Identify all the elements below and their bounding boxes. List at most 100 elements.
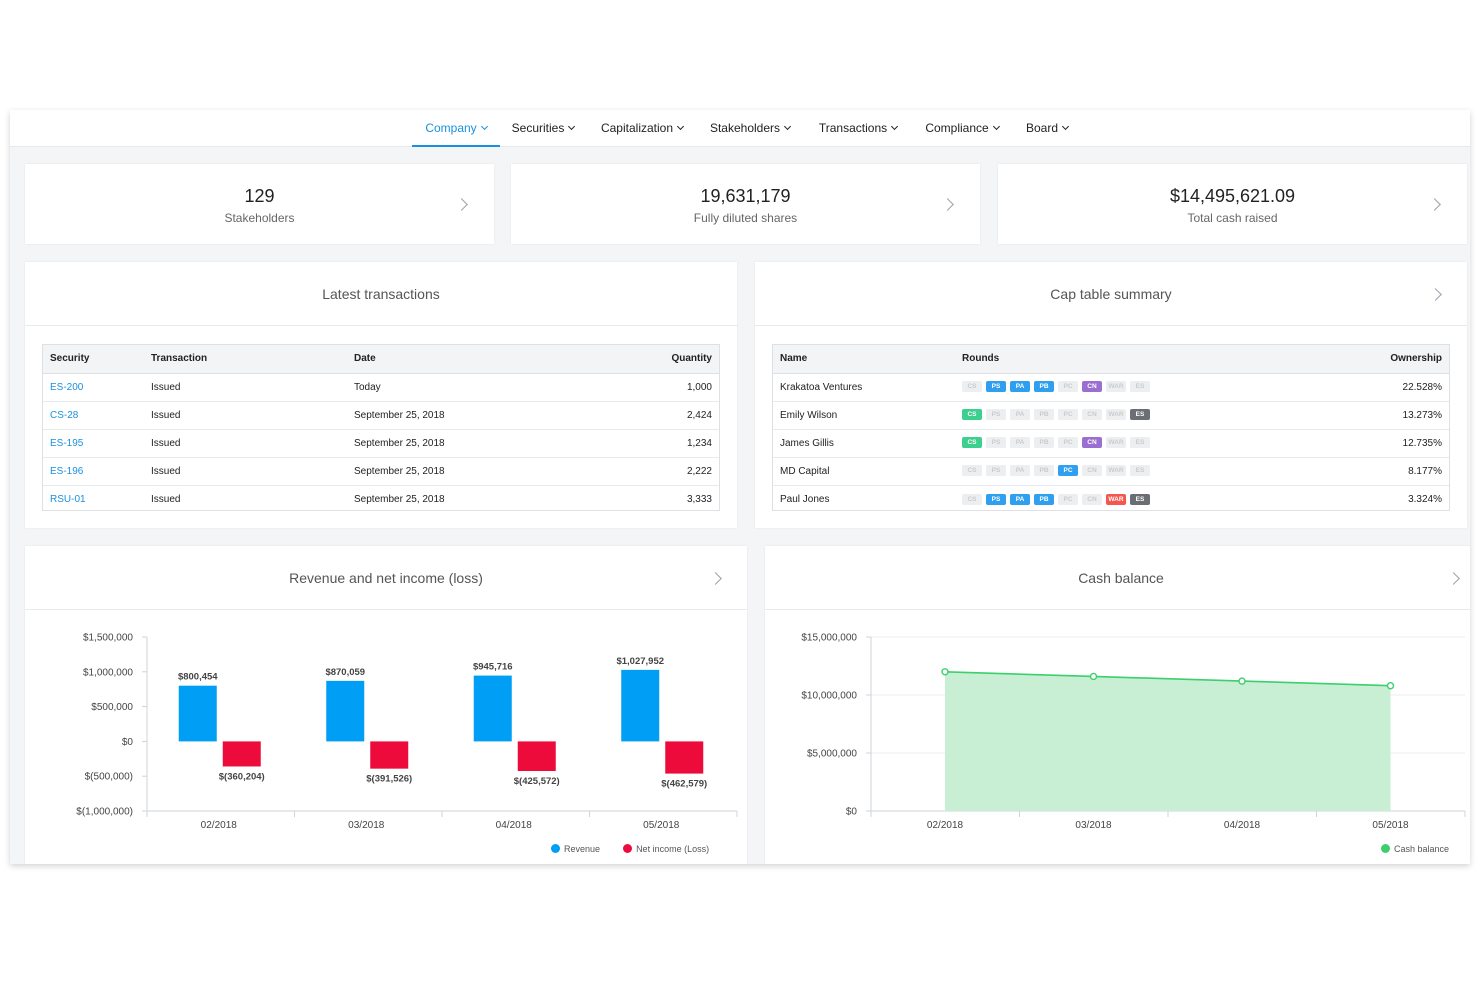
cash-balance-chart: $15,000,000 $10,000,000 $5,000,000 $0 02/201…: [801, 633, 1466, 831]
quantity-cell: 2,222: [597, 457, 719, 486]
panel-header[interactable]: Revenue and net income (loss): [25, 546, 747, 610]
stat-card-stakeholders[interactable]: 129 Stakeholders: [25, 164, 494, 244]
x-tick-label: 05/2018: [643, 820, 680, 831]
round-badge-ps: PS: [986, 409, 1006, 421]
nav-capitalization[interactable]: Capitalization: [594, 110, 690, 147]
round-badge-cs: CS: [962, 381, 982, 393]
round-badge-ps: PS: [986, 437, 1006, 449]
cash-balance-point: [1089, 672, 1098, 681]
nav-securities[interactable]: Securities: [504, 110, 582, 147]
nav-stakeholders-label: Stakeholders: [709, 121, 781, 135]
round-badge-pc: PC: [1058, 409, 1078, 421]
security-link[interactable]: ES-200: [50, 381, 84, 393]
chevron-down-icon: [783, 122, 792, 131]
nav-compliance[interactable]: Compliance: [916, 110, 1008, 147]
stat-card-total-cash-raised[interactable]: $14,495,621.09 Total cash raised: [998, 164, 1467, 244]
security-link[interactable]: RSU-01: [50, 493, 86, 505]
top-nav: Company Securities Capitalization Stakeh…: [10, 110, 1470, 147]
nav-company[interactable]: Company: [412, 110, 500, 147]
y-tick-label: $(500,000): [85, 772, 133, 783]
round-badge-war: WAR: [1106, 465, 1126, 477]
y-tick-label: $0: [122, 737, 134, 748]
table-row: RSU-01 Issued September 25, 2018 3,333: [43, 485, 719, 513]
col-rounds: Rounds: [955, 345, 1255, 374]
security-link[interactable]: ES-195: [50, 437, 84, 449]
table-header-row: Name Rounds Ownership: [773, 345, 1449, 374]
round-badge-war: WAR: [1106, 381, 1126, 393]
y-tick-label: $0: [846, 807, 858, 818]
round-badge-es: ES: [1130, 381, 1150, 393]
col-transaction: Transaction: [144, 345, 347, 374]
date-cell: September 25, 2018: [347, 429, 597, 458]
round-badge-pa: PA: [1010, 409, 1030, 421]
transactions-table-wrap: Security Transaction Date Quantity ES-20…: [42, 344, 720, 511]
table-row: ES-200 Issued Today 1,000: [43, 373, 719, 402]
rounds-cell: CS PS PA PB PC CN WAR ES: [955, 485, 1255, 513]
round-badge-pb: PB: [1034, 493, 1054, 505]
x-tick-label: 02/2018: [927, 820, 964, 831]
x-tick-label: 05/2018: [1372, 820, 1409, 831]
date-cell: September 25, 2018: [347, 457, 597, 486]
table-row: ES-196 Issued September 25, 2018 2,222: [43, 457, 719, 486]
stat-label: Fully diluted shares: [693, 211, 798, 225]
round-badge-cs: CS: [962, 437, 982, 449]
panel-title: Revenue and net income (loss): [289, 570, 483, 586]
stat-value: 19,631,179: [700, 186, 791, 206]
nav-capitalization-label: Capitalization: [600, 121, 674, 135]
nav-board[interactable]: Board: [1018, 110, 1076, 147]
net-income-bar: [370, 741, 409, 769]
net-income-bar: [222, 741, 261, 767]
x-tick-label: 04/2018: [1224, 820, 1261, 831]
net-income-data-label: $(462,579): [661, 779, 707, 790]
cash-balance-panel: Cash balance $15,000,000 $10,000,000 $5,00…: [765, 546, 1470, 864]
rounds-cell: CS PS PA PB PC CN WAR ES: [955, 373, 1255, 402]
revenue-legend: Revenue Net income (Loss): [551, 844, 709, 854]
legend-dot-net-income: [623, 844, 633, 854]
round-badge-ps: PS: [986, 465, 1006, 477]
transactions-table: Security Transaction Date Quantity ES-20…: [43, 345, 719, 513]
table-row: CS-28 Issued September 25, 2018 2,424: [43, 401, 719, 430]
round-badge-war: WAR: [1106, 493, 1126, 505]
net-income-bar: [665, 741, 704, 774]
round-badge-cs: CS: [962, 465, 982, 477]
nav-company-label: Company: [425, 121, 477, 135]
y-tick-label: $15,000,000: [801, 633, 857, 644]
revenue-data-label: $800,454: [178, 672, 218, 683]
stat-value: 129: [244, 186, 275, 206]
cap-table-panel: Cap table summary Name Rounds Ownership …: [755, 262, 1467, 528]
round-badge-ps: PS: [986, 493, 1006, 505]
nav-stakeholders[interactable]: Stakeholders: [704, 110, 796, 147]
round-badge-es: ES: [1130, 437, 1150, 449]
panel-header[interactable]: Cap table summary: [755, 262, 1467, 326]
revenue-bar: [178, 685, 217, 742]
panel-header: Latest transactions: [25, 262, 737, 326]
col-date: Date: [347, 345, 597, 374]
cash-balance-area: [945, 671, 1391, 811]
chevron-down-icon: [1061, 122, 1070, 131]
net-income-data-label: $(360,204): [219, 771, 265, 782]
net-income-bar: [517, 741, 556, 772]
table-row: Paul Jones CS PS PA PB PC CN WAR ES 3.324%: [773, 485, 1449, 513]
legend-label: Net income (Loss): [636, 844, 710, 854]
ownership-cell: 22.528%: [1255, 373, 1449, 402]
quantity-cell: 1,000: [597, 373, 719, 402]
legend-label: Cash balance: [1394, 844, 1450, 854]
table-row: ES-195 Issued September 25, 2018 1,234: [43, 429, 719, 458]
cash-legend: Cash balance: [1381, 844, 1449, 854]
x-tick-label: 03/2018: [348, 820, 385, 831]
rounds-cell: CS PS PA PB PC CN WAR ES: [955, 429, 1255, 458]
round-badge-war: WAR: [1106, 409, 1126, 421]
cash-balance-point: [941, 668, 949, 676]
nav-transactions[interactable]: Transactions: [810, 110, 906, 147]
y-tick-label: $1,500,000: [83, 633, 133, 644]
security-link[interactable]: CS-28: [50, 409, 79, 421]
stat-card-fully-diluted-shares[interactable]: 19,631,179 Fully diluted shares: [511, 164, 980, 244]
y-tick-label: $500,000: [91, 702, 133, 713]
cash-balance-point: [1386, 682, 1395, 690]
chevron-down-icon: [891, 122, 899, 131]
round-badge-pa: PA: [1010, 381, 1030, 393]
cap-table: Name Rounds Ownership Krakatoa Ventures C…: [773, 345, 1449, 513]
round-badge-cn: CN: [1082, 381, 1102, 393]
panel-header[interactable]: Cash balance: [765, 546, 1470, 610]
security-link[interactable]: ES-196: [50, 465, 84, 477]
